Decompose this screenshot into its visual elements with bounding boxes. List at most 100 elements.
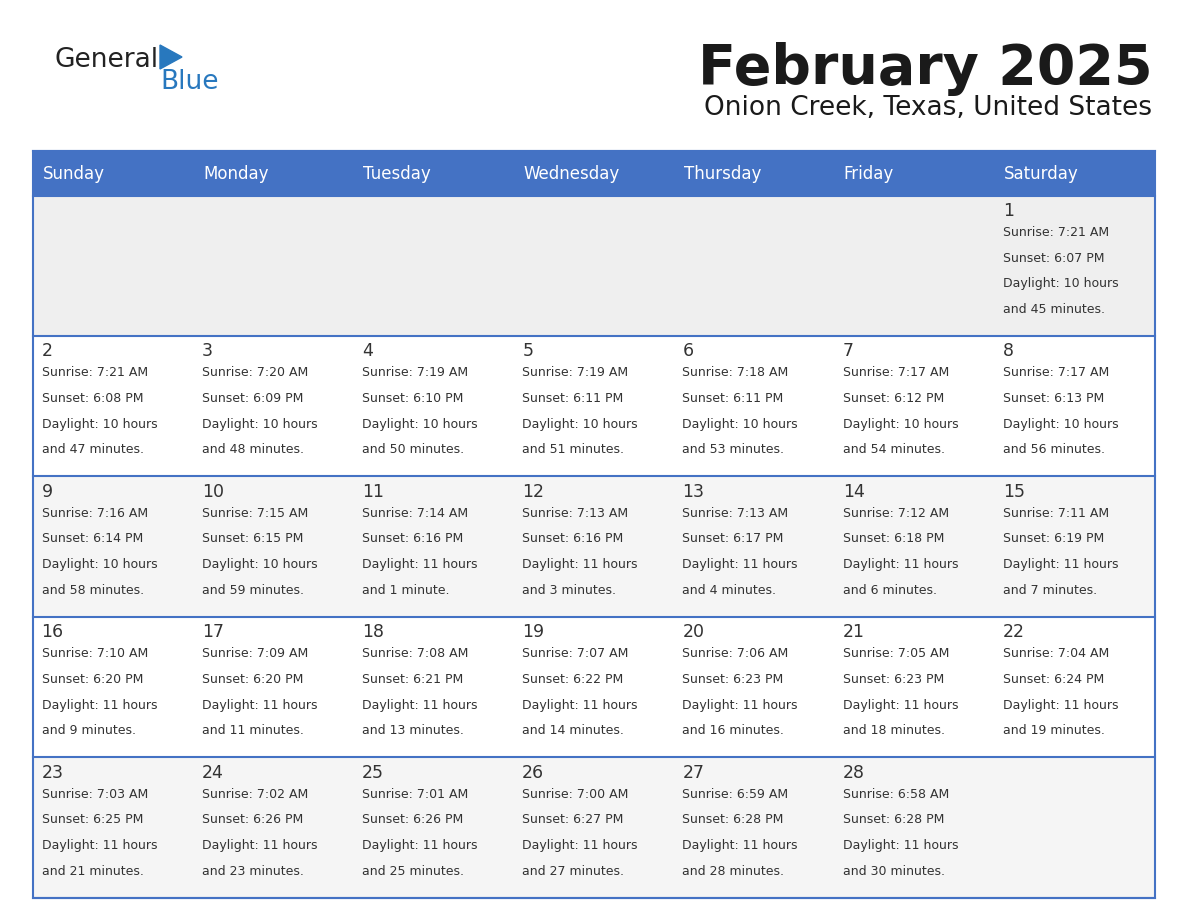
Text: Sunrise: 7:14 AM: Sunrise: 7:14 AM <box>362 507 468 520</box>
Bar <box>33 151 1155 898</box>
Text: and 18 minutes.: and 18 minutes. <box>842 724 944 737</box>
Text: and 6 minutes.: and 6 minutes. <box>842 584 936 597</box>
Text: 19: 19 <box>523 623 544 642</box>
Text: Sunrise: 7:17 AM: Sunrise: 7:17 AM <box>1003 366 1110 379</box>
Text: 23: 23 <box>42 764 64 782</box>
Bar <box>33 476 1155 617</box>
Bar <box>33 336 1155 476</box>
Text: Sunrise: 7:13 AM: Sunrise: 7:13 AM <box>682 507 789 520</box>
Text: Sunrise: 7:10 AM: Sunrise: 7:10 AM <box>42 647 147 660</box>
Text: and 7 minutes.: and 7 minutes. <box>1003 584 1097 597</box>
Text: Daylight: 11 hours: Daylight: 11 hours <box>362 839 478 852</box>
Text: Sunset: 6:24 PM: Sunset: 6:24 PM <box>1003 673 1104 686</box>
Text: Sunrise: 7:17 AM: Sunrise: 7:17 AM <box>842 366 949 379</box>
Text: 14: 14 <box>842 483 865 501</box>
Text: Sunset: 6:17 PM: Sunset: 6:17 PM <box>682 532 784 545</box>
Text: 8: 8 <box>1003 342 1013 361</box>
Text: and 28 minutes.: and 28 minutes. <box>682 865 784 878</box>
Text: Daylight: 10 hours: Daylight: 10 hours <box>42 418 157 431</box>
Text: 27: 27 <box>682 764 704 782</box>
Text: Sunset: 6:20 PM: Sunset: 6:20 PM <box>42 673 143 686</box>
Bar <box>33 196 1155 336</box>
Text: and 48 minutes.: and 48 minutes. <box>202 443 304 456</box>
Text: Sunrise: 7:09 AM: Sunrise: 7:09 AM <box>202 647 308 660</box>
Text: Daylight: 10 hours: Daylight: 10 hours <box>202 558 317 571</box>
Text: and 25 minutes.: and 25 minutes. <box>362 865 465 878</box>
Polygon shape <box>160 45 182 69</box>
Text: Sunrise: 7:04 AM: Sunrise: 7:04 AM <box>1003 647 1110 660</box>
Text: Sunrise: 7:21 AM: Sunrise: 7:21 AM <box>1003 226 1108 239</box>
Text: Sunset: 6:28 PM: Sunset: 6:28 PM <box>682 813 784 826</box>
Text: and 54 minutes.: and 54 minutes. <box>842 443 944 456</box>
Text: Sunset: 6:13 PM: Sunset: 6:13 PM <box>1003 392 1104 405</box>
Text: Sunrise: 7:19 AM: Sunrise: 7:19 AM <box>523 366 628 379</box>
Text: Sunset: 6:27 PM: Sunset: 6:27 PM <box>523 813 624 826</box>
Text: Sunrise: 7:18 AM: Sunrise: 7:18 AM <box>682 366 789 379</box>
Text: Blue: Blue <box>160 69 219 95</box>
Text: 22: 22 <box>1003 623 1025 642</box>
Text: and 11 minutes.: and 11 minutes. <box>202 724 304 737</box>
Text: Sunset: 6:07 PM: Sunset: 6:07 PM <box>1003 252 1105 264</box>
Text: Sunset: 6:10 PM: Sunset: 6:10 PM <box>362 392 463 405</box>
Text: Sunrise: 6:58 AM: Sunrise: 6:58 AM <box>842 788 949 800</box>
Text: and 58 minutes.: and 58 minutes. <box>42 584 144 597</box>
Text: and 21 minutes.: and 21 minutes. <box>42 865 144 878</box>
Text: Daylight: 11 hours: Daylight: 11 hours <box>362 558 478 571</box>
Text: Sunrise: 7:16 AM: Sunrise: 7:16 AM <box>42 507 147 520</box>
Text: Saturday: Saturday <box>1004 164 1079 183</box>
Text: Daylight: 10 hours: Daylight: 10 hours <box>42 558 157 571</box>
Text: Sunrise: 7:00 AM: Sunrise: 7:00 AM <box>523 788 628 800</box>
Text: 1: 1 <box>1003 202 1013 220</box>
Text: Sunrise: 7:20 AM: Sunrise: 7:20 AM <box>202 366 308 379</box>
Text: Monday: Monday <box>203 164 268 183</box>
Text: Sunrise: 7:05 AM: Sunrise: 7:05 AM <box>842 647 949 660</box>
Text: Sunset: 6:25 PM: Sunset: 6:25 PM <box>42 813 143 826</box>
Text: and 47 minutes.: and 47 minutes. <box>42 443 144 456</box>
Text: Onion Creek, Texas, United States: Onion Creek, Texas, United States <box>704 95 1152 121</box>
Text: Sunset: 6:21 PM: Sunset: 6:21 PM <box>362 673 463 686</box>
Text: Sunset: 6:09 PM: Sunset: 6:09 PM <box>202 392 303 405</box>
Text: Wednesday: Wednesday <box>524 164 620 183</box>
Text: and 30 minutes.: and 30 minutes. <box>842 865 944 878</box>
Text: 24: 24 <box>202 764 223 782</box>
Text: and 53 minutes.: and 53 minutes. <box>682 443 784 456</box>
Text: 7: 7 <box>842 342 854 361</box>
Text: Sunset: 6:26 PM: Sunset: 6:26 PM <box>362 813 463 826</box>
Text: and 3 minutes.: and 3 minutes. <box>523 584 617 597</box>
Text: Daylight: 11 hours: Daylight: 11 hours <box>682 839 798 852</box>
Text: Sunrise: 7:11 AM: Sunrise: 7:11 AM <box>1003 507 1108 520</box>
Text: 12: 12 <box>523 483 544 501</box>
Text: Daylight: 10 hours: Daylight: 10 hours <box>1003 418 1118 431</box>
Text: 2: 2 <box>42 342 52 361</box>
Text: Friday: Friday <box>843 164 895 183</box>
Text: and 13 minutes.: and 13 minutes. <box>362 724 463 737</box>
Text: Sunset: 6:11 PM: Sunset: 6:11 PM <box>523 392 624 405</box>
Text: Sunrise: 7:15 AM: Sunrise: 7:15 AM <box>202 507 308 520</box>
Text: 16: 16 <box>42 623 64 642</box>
Text: and 16 minutes.: and 16 minutes. <box>682 724 784 737</box>
Text: Daylight: 11 hours: Daylight: 11 hours <box>523 699 638 711</box>
Text: Sunset: 6:16 PM: Sunset: 6:16 PM <box>362 532 463 545</box>
Text: General: General <box>55 47 159 73</box>
Text: 3: 3 <box>202 342 213 361</box>
Text: Daylight: 10 hours: Daylight: 10 hours <box>682 418 798 431</box>
Text: Sunrise: 7:08 AM: Sunrise: 7:08 AM <box>362 647 468 660</box>
Text: Sunset: 6:19 PM: Sunset: 6:19 PM <box>1003 532 1104 545</box>
Text: Thursday: Thursday <box>683 164 762 183</box>
Text: 9: 9 <box>42 483 52 501</box>
Text: 4: 4 <box>362 342 373 361</box>
Text: Sunrise: 7:19 AM: Sunrise: 7:19 AM <box>362 366 468 379</box>
Text: Sunrise: 7:01 AM: Sunrise: 7:01 AM <box>362 788 468 800</box>
Text: Daylight: 11 hours: Daylight: 11 hours <box>202 839 317 852</box>
Text: Sunrise: 7:13 AM: Sunrise: 7:13 AM <box>523 507 628 520</box>
Text: Daylight: 11 hours: Daylight: 11 hours <box>1003 558 1118 571</box>
Text: Sunset: 6:14 PM: Sunset: 6:14 PM <box>42 532 143 545</box>
Text: Sunset: 6:18 PM: Sunset: 6:18 PM <box>842 532 944 545</box>
Text: Daylight: 11 hours: Daylight: 11 hours <box>42 839 157 852</box>
Text: Sunset: 6:22 PM: Sunset: 6:22 PM <box>523 673 624 686</box>
Text: 5: 5 <box>523 342 533 361</box>
Text: Tuesday: Tuesday <box>364 164 431 183</box>
Text: Sunrise: 7:07 AM: Sunrise: 7:07 AM <box>523 647 628 660</box>
Text: 18: 18 <box>362 623 384 642</box>
Text: and 59 minutes.: and 59 minutes. <box>202 584 304 597</box>
